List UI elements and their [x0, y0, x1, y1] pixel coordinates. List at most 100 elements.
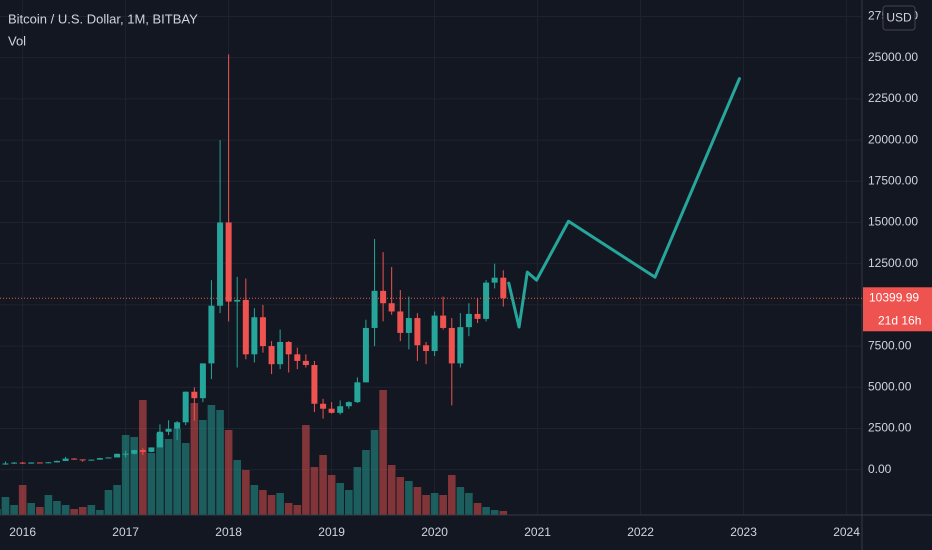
- volume-bar: [250, 485, 259, 515]
- volume-bar: [430, 493, 439, 515]
- candle-body: [19, 462, 26, 464]
- candle-body: [259, 317, 266, 347]
- volume-bar: [104, 490, 113, 515]
- volume-bar: [61, 505, 70, 515]
- volume-bar: [18, 485, 27, 515]
- volume-bar: [310, 467, 319, 515]
- volume-bar: [284, 503, 293, 515]
- volume-bar: [70, 509, 78, 515]
- candle-body: [122, 453, 129, 455]
- volume-label: Vol: [8, 33, 26, 48]
- volume-bar: [490, 510, 499, 515]
- candle-body: [277, 341, 284, 365]
- candle-body: [88, 459, 95, 461]
- candle-body: [36, 462, 43, 464]
- currency-button[interactable]: [882, 5, 916, 31]
- volume-bar: [44, 495, 53, 515]
- volume-bar: [199, 420, 207, 515]
- volume-bar: [276, 493, 284, 515]
- candle-body: [457, 327, 464, 364]
- volume-bar: [405, 481, 413, 515]
- volume-bar: [87, 505, 96, 515]
- volume-bar: [113, 485, 121, 515]
- candle-body: [208, 305, 215, 364]
- candle-body: [354, 382, 361, 403]
- candle-body: [191, 391, 198, 399]
- candle-body: [105, 457, 112, 459]
- candle-body: [79, 459, 86, 461]
- volume-bar: [362, 450, 370, 515]
- volume-bar: [242, 470, 250, 515]
- candle-body: [148, 447, 155, 452]
- candle-body: [11, 462, 18, 464]
- y-tick-label: 22500.00: [868, 91, 918, 105]
- volume-bar: [319, 455, 327, 515]
- y-tick-label: 25000.00: [868, 50, 918, 64]
- volume-bar: [370, 430, 379, 515]
- candle-body: [414, 318, 421, 346]
- volume-bar: [190, 403, 199, 515]
- volume-bar: [267, 495, 276, 515]
- volume-bar: [27, 503, 36, 515]
- volume-bar: [36, 507, 44, 515]
- candle-body: [474, 313, 481, 319]
- candle-body: [483, 282, 490, 319]
- candle-body: [345, 402, 352, 407]
- drawing-layer: [507, 77, 741, 329]
- y-tick-label: 15000.00: [868, 215, 918, 229]
- volume-bar: [1, 497, 10, 515]
- volume-bar: [224, 430, 233, 515]
- volume-bar: [396, 477, 405, 515]
- volume-pane: [0, 390, 508, 515]
- volume-bar: [181, 443, 190, 515]
- candle-body: [371, 290, 378, 328]
- candle-body: [225, 222, 232, 302]
- candle-body: [491, 277, 498, 283]
- volume-bar: [207, 405, 216, 515]
- y-tick-label: 7500.00: [868, 338, 912, 352]
- candle-body: [53, 460, 60, 463]
- candle-body: [182, 391, 189, 423]
- volume-bar: [53, 501, 61, 515]
- candle-body: [311, 365, 318, 404]
- candle-body: [268, 346, 275, 365]
- volume-bar: [147, 453, 156, 515]
- candle-body: [337, 406, 344, 413]
- volume-bar: [336, 483, 344, 515]
- volume-bar: [473, 503, 482, 515]
- candle-body: [380, 290, 387, 304]
- candle-body: [362, 327, 369, 383]
- x-tick-label: 2016: [9, 525, 36, 539]
- y-tick-label: 12500.00: [868, 256, 918, 270]
- volume-bar: [327, 475, 336, 515]
- volume-bar: [156, 433, 164, 515]
- candle-body: [423, 345, 430, 352]
- candle-body: [251, 317, 258, 355]
- volume-bar: [482, 507, 490, 515]
- volume-bar: [353, 467, 362, 515]
- candle-body: [388, 303, 395, 312]
- volume-bar: [456, 487, 465, 515]
- candle-body: [217, 222, 224, 306]
- volume-bar: [302, 425, 310, 515]
- volume-bar: [413, 487, 422, 515]
- volume-bar: [0, 509, 1, 515]
- volume-bar: [164, 439, 173, 515]
- candle-body: [71, 458, 78, 460]
- volume-bar: [10, 505, 18, 515]
- candle-body: [139, 450, 146, 452]
- candle-body: [131, 450, 138, 454]
- x-tick-label: 2017: [112, 525, 139, 539]
- y-tick-label: 20000.00: [868, 132, 918, 146]
- candle-body: [114, 453, 121, 458]
- candle-body: [465, 313, 472, 328]
- candle-body: [302, 360, 309, 366]
- volume-bar: [293, 505, 302, 515]
- x-tick-label: 2018: [215, 525, 242, 539]
- candle-body: [431, 315, 438, 352]
- currency-label[interactable]: USD: [886, 11, 912, 25]
- volume-bar: [439, 495, 447, 515]
- volume-bar: [387, 465, 396, 515]
- candle-body: [500, 277, 507, 299]
